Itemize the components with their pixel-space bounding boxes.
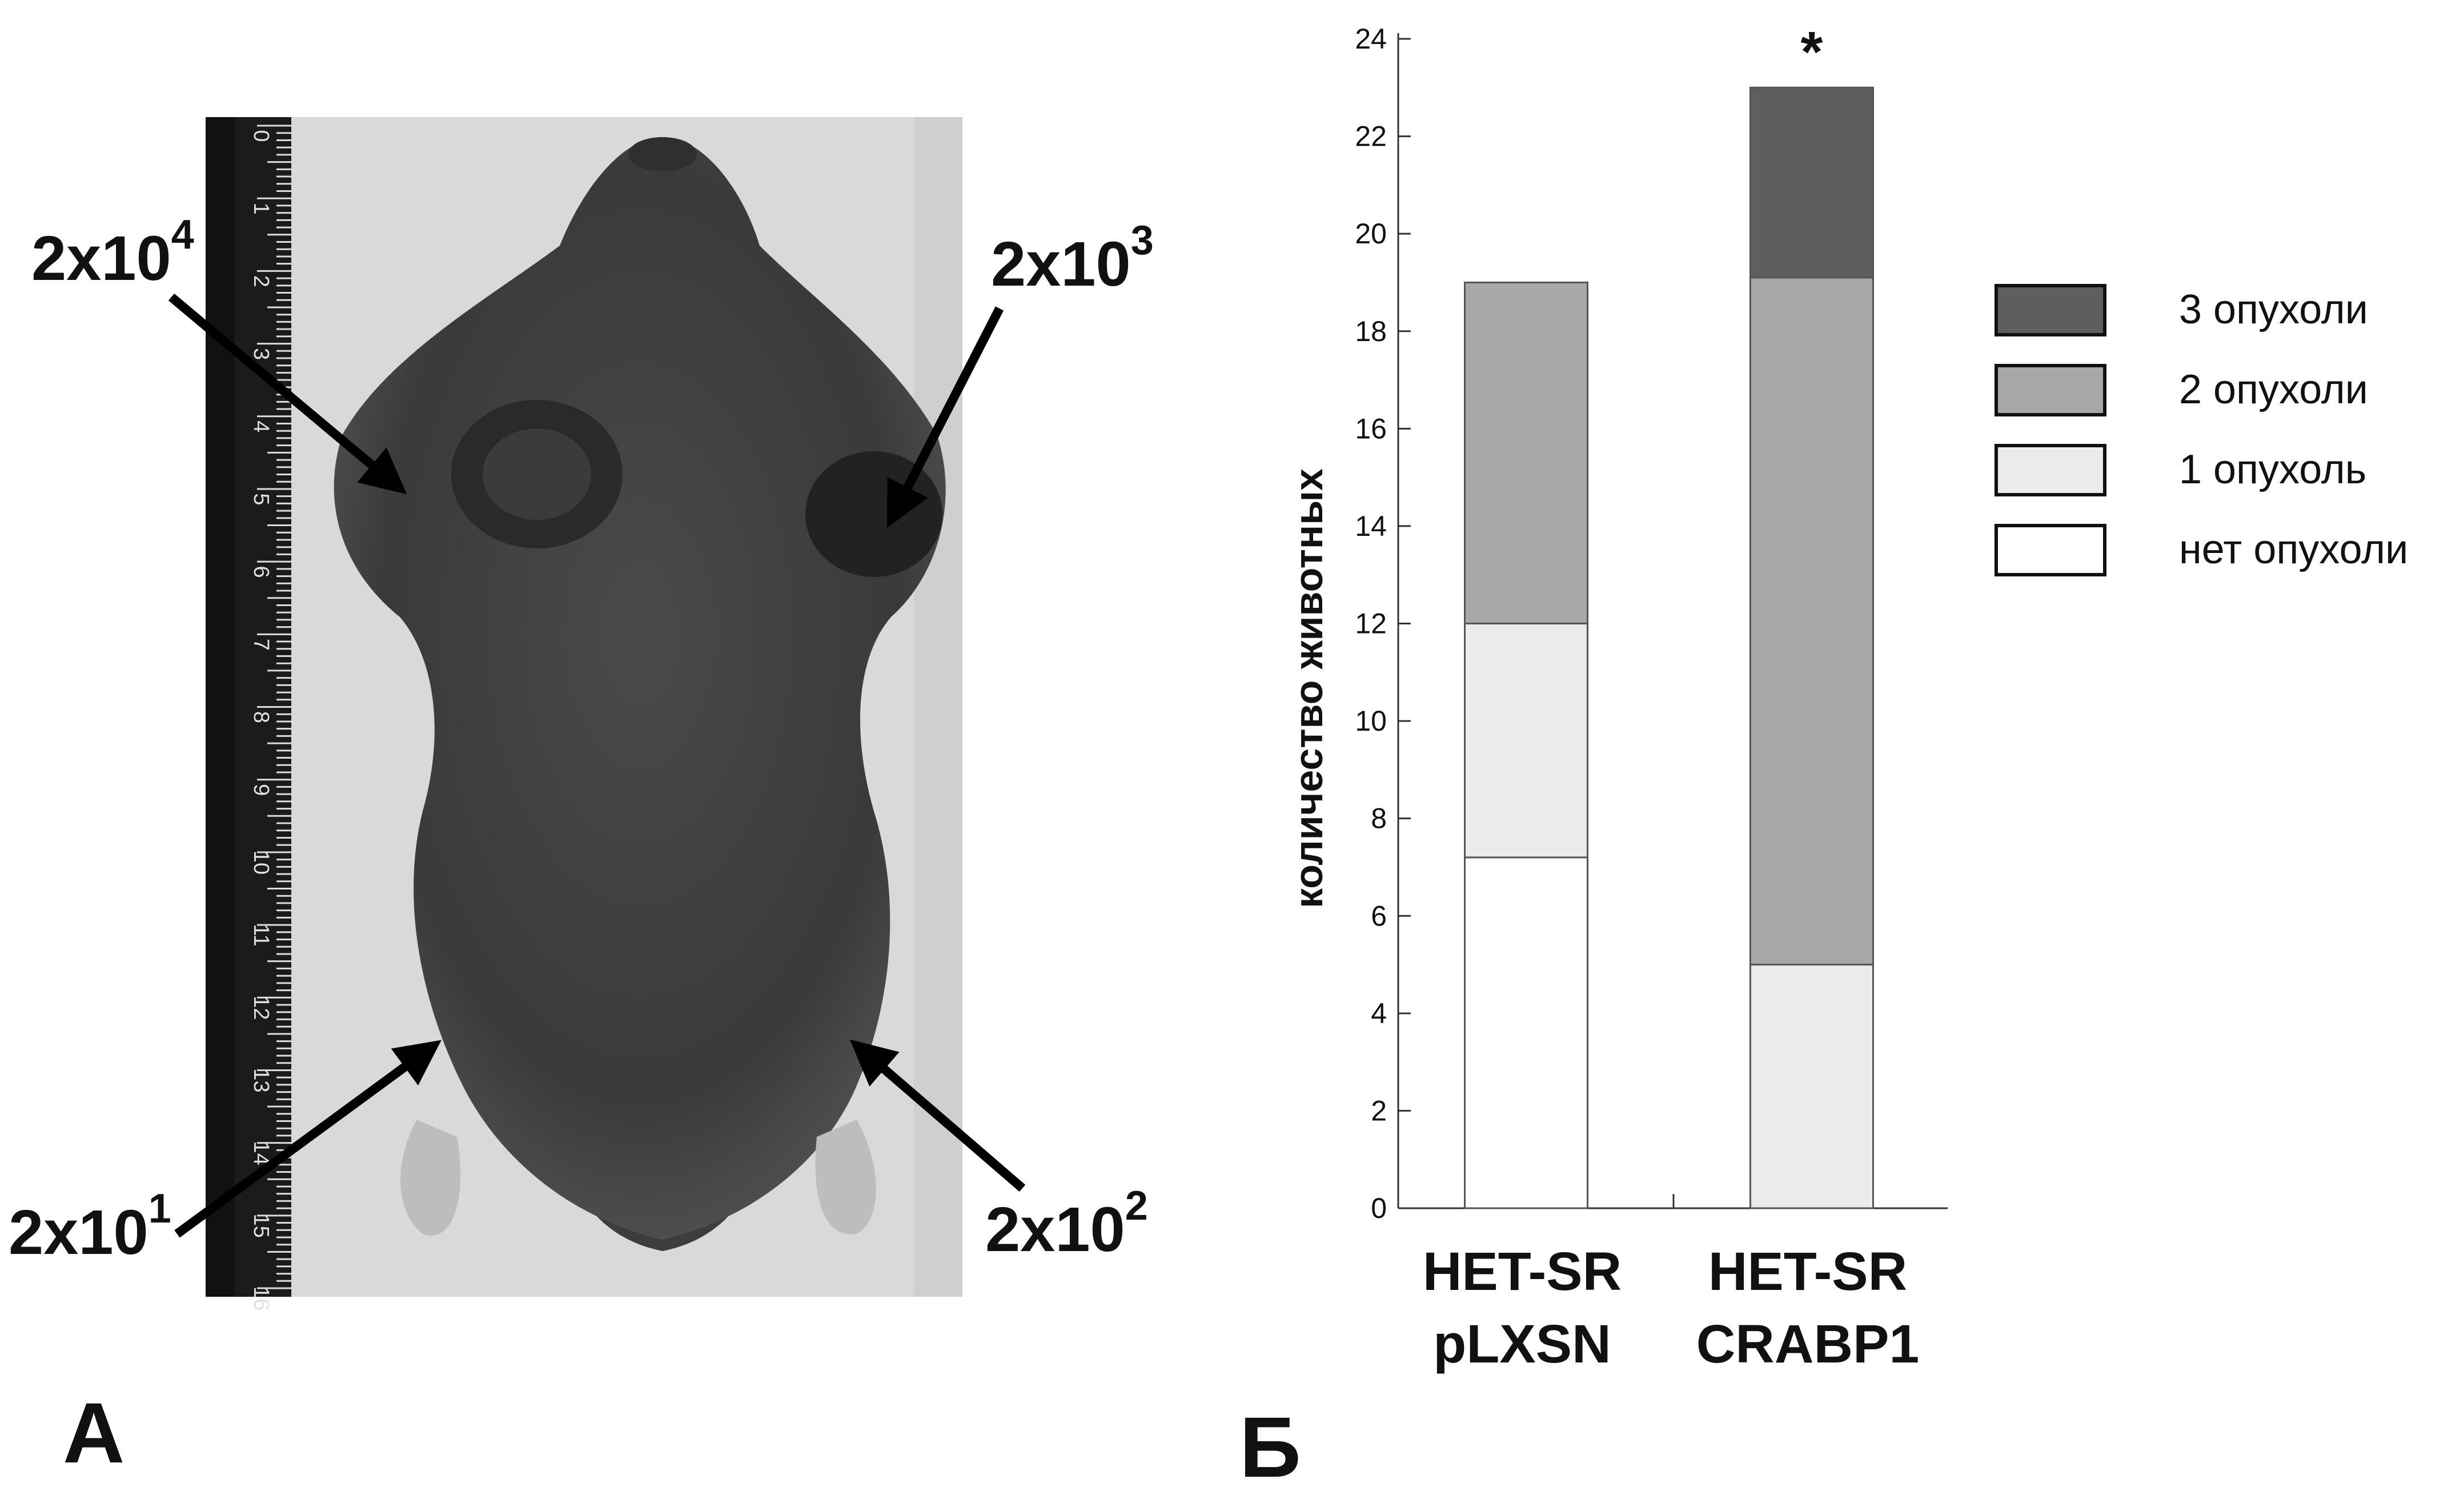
y-tick-label: 10 <box>1355 705 1387 737</box>
arrow-top-right <box>886 306 1004 528</box>
y-tick-label: 14 <box>1355 510 1387 542</box>
legend-swatch <box>1995 284 2106 336</box>
ruler-number: 15 <box>249 1214 273 1238</box>
hamster-foot-left <box>400 1120 461 1236</box>
ruler-number: 11 <box>249 924 273 946</box>
dose-label-top-right: 2x103 <box>991 218 1154 299</box>
significance-star: * <box>1801 20 1823 84</box>
x-tick-label-2-line1: HET-SR <box>1708 1241 1907 1302</box>
ruler-number: 16 <box>249 1286 273 1310</box>
bar-segment <box>1464 281 1588 625</box>
hamster-dark-patch <box>805 451 942 577</box>
legend-label: 3 опухоли <box>2179 287 2368 332</box>
hamster-image <box>334 137 946 1251</box>
y-tick-label: 0 <box>1371 1192 1387 1224</box>
ruler-number: 1 <box>249 203 273 215</box>
y-tick-label: 2 <box>1371 1095 1387 1127</box>
ruler-number: 0 <box>249 130 273 142</box>
dose-label-bottom-right: 2x102 <box>985 1183 1148 1265</box>
y-tick-label: 18 <box>1355 315 1387 347</box>
legend-swatch <box>1995 444 2106 496</box>
chart-bars <box>1464 86 1874 1209</box>
bar-segment <box>1464 856 1588 1209</box>
ruler-number: 4 <box>249 420 273 432</box>
hamster-ear-inner <box>483 428 591 520</box>
legend-label: 2 опухоли <box>2179 367 2368 412</box>
y-tick-label: 20 <box>1355 218 1387 250</box>
arrow-bottom-right <box>849 1039 1026 1192</box>
arrow-top-left <box>168 293 407 495</box>
x-tick-label-2-line2: CRABP1 <box>1696 1314 1920 1374</box>
dose-label-bottom-left: 2x101 <box>9 1186 171 1268</box>
ruler-ticks <box>257 125 291 1289</box>
legend-swatch <box>1995 364 2106 416</box>
legend-label: 1 опухоль <box>2179 447 2366 492</box>
y-tick-label: 6 <box>1371 900 1387 932</box>
ruler-number: 13 <box>249 1068 273 1092</box>
ruler-number: 12 <box>249 996 273 1020</box>
bar-segment <box>1749 964 1874 1209</box>
y-tick-label: 22 <box>1355 121 1387 153</box>
ruler-number: 9 <box>249 784 273 796</box>
ruler-number: 8 <box>249 711 273 723</box>
dose-label-top-left: 2x104 <box>31 212 194 294</box>
bar-segment <box>1749 276 1874 966</box>
x-tick-label-1-line2: pLXSN <box>1433 1314 1611 1374</box>
bar-segment <box>1749 86 1874 279</box>
y-tick-label: 4 <box>1371 997 1387 1029</box>
panel-a-letter: А <box>63 1385 125 1481</box>
hamster-body <box>334 137 946 1240</box>
ruler-number: 3 <box>249 348 273 360</box>
hamster-foot-right <box>815 1120 876 1235</box>
x-tick-label-1-line1: HET-SR <box>1423 1241 1622 1302</box>
bar-segment <box>1464 623 1588 859</box>
hamster-nose <box>628 137 697 171</box>
ruler-number: 10 <box>249 851 273 875</box>
arrow-bottom-left <box>174 1040 442 1238</box>
injection-arrows <box>168 293 1026 1238</box>
ruler-number: 2 <box>249 275 273 287</box>
ruler-number: 6 <box>249 566 273 578</box>
y-tick-label: 8 <box>1371 803 1387 835</box>
y-tick-label: 16 <box>1355 412 1387 444</box>
y-axis-label: количество животных <box>1286 468 1331 908</box>
panel-b-letter: Б <box>1239 1399 1301 1491</box>
chart-legend: 3 опухоли 2 опухоли 1 опухоль нет опухоли <box>1995 284 2408 576</box>
legend-label: нет опухоли <box>2179 527 2408 572</box>
ruler-number: 7 <box>249 639 273 651</box>
y-tick-label: 12 <box>1355 608 1387 640</box>
legend-swatch <box>1995 524 2106 576</box>
ruler-number: 5 <box>249 493 273 505</box>
y-tick-label: 24 <box>1355 23 1387 55</box>
